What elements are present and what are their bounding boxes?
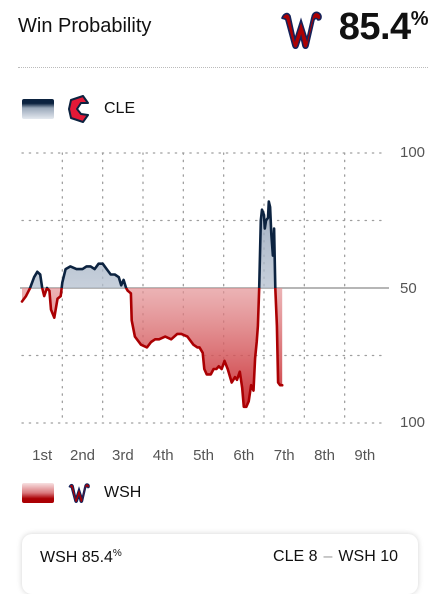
footer-home-abbr: WSH (338, 548, 376, 565)
headline-probability: 85.4% (338, 6, 429, 49)
headline-probability-value: 85.4 (338, 6, 411, 48)
x-tick-label-1st: 1st (32, 447, 53, 464)
series-line-away (28, 200, 277, 288)
footer-lead-value: 85.4 (81, 549, 113, 566)
y-tick-label-2: 100 (400, 414, 425, 431)
footer-lead-team: WSH (40, 549, 78, 566)
header-divider (18, 67, 428, 68)
footer-percent-sign: % (112, 548, 122, 559)
footer-home-score: 10 (380, 548, 398, 565)
nationals-w-logo (281, 11, 322, 50)
chart-title: Win Probability (18, 15, 152, 37)
x-tick-label-3rd: 3rd (112, 447, 134, 464)
away-color-swatch (22, 99, 54, 119)
x-tick-label-5th: 5th (193, 447, 214, 464)
x-tick-label-2nd: 2nd (70, 447, 95, 464)
x-tick-label-8th: 8th (314, 447, 335, 464)
legend-home: WSH (22, 478, 141, 508)
footer-away-score: 8 (308, 548, 318, 565)
nationals-w-logo (68, 483, 90, 504)
footer-probability: WSH 85.4% (40, 548, 122, 567)
home-team-abbr: WSH (104, 484, 142, 501)
away-team-abbr: CLE (104, 100, 136, 117)
footer-score: CLE 8– WSH 10 (273, 548, 398, 566)
y-tick-label-0: 100 (400, 144, 425, 161)
score-card[interactable]: WSH 85.4% CLE 8– WSH 10 (22, 534, 418, 594)
footer-score-separator: – (323, 548, 333, 565)
x-tick-label-6th: 6th (233, 447, 254, 464)
area-home-advantage (22, 288, 283, 407)
home-color-swatch (22, 483, 54, 503)
win-probability-chart: 100 50 100 1st 2nd 3rd 4th 5th 6th 7th 8th 9th (20, 144, 425, 464)
guardians-c-logo (68, 95, 89, 123)
x-tick-label-7th: 7th (274, 447, 295, 464)
footer-away-abbr: CLE (273, 548, 305, 565)
legend-away: CLE (22, 94, 135, 124)
series-line-home (20, 288, 284, 409)
x-tick-label-9th: 9th (354, 447, 375, 464)
x-tick-label-4th: 4th (153, 447, 174, 464)
headline-percent-sign: % (410, 8, 429, 30)
y-tick-label-1: 50 (400, 280, 417, 297)
header: Win Probability 85.4% (18, 0, 429, 62)
